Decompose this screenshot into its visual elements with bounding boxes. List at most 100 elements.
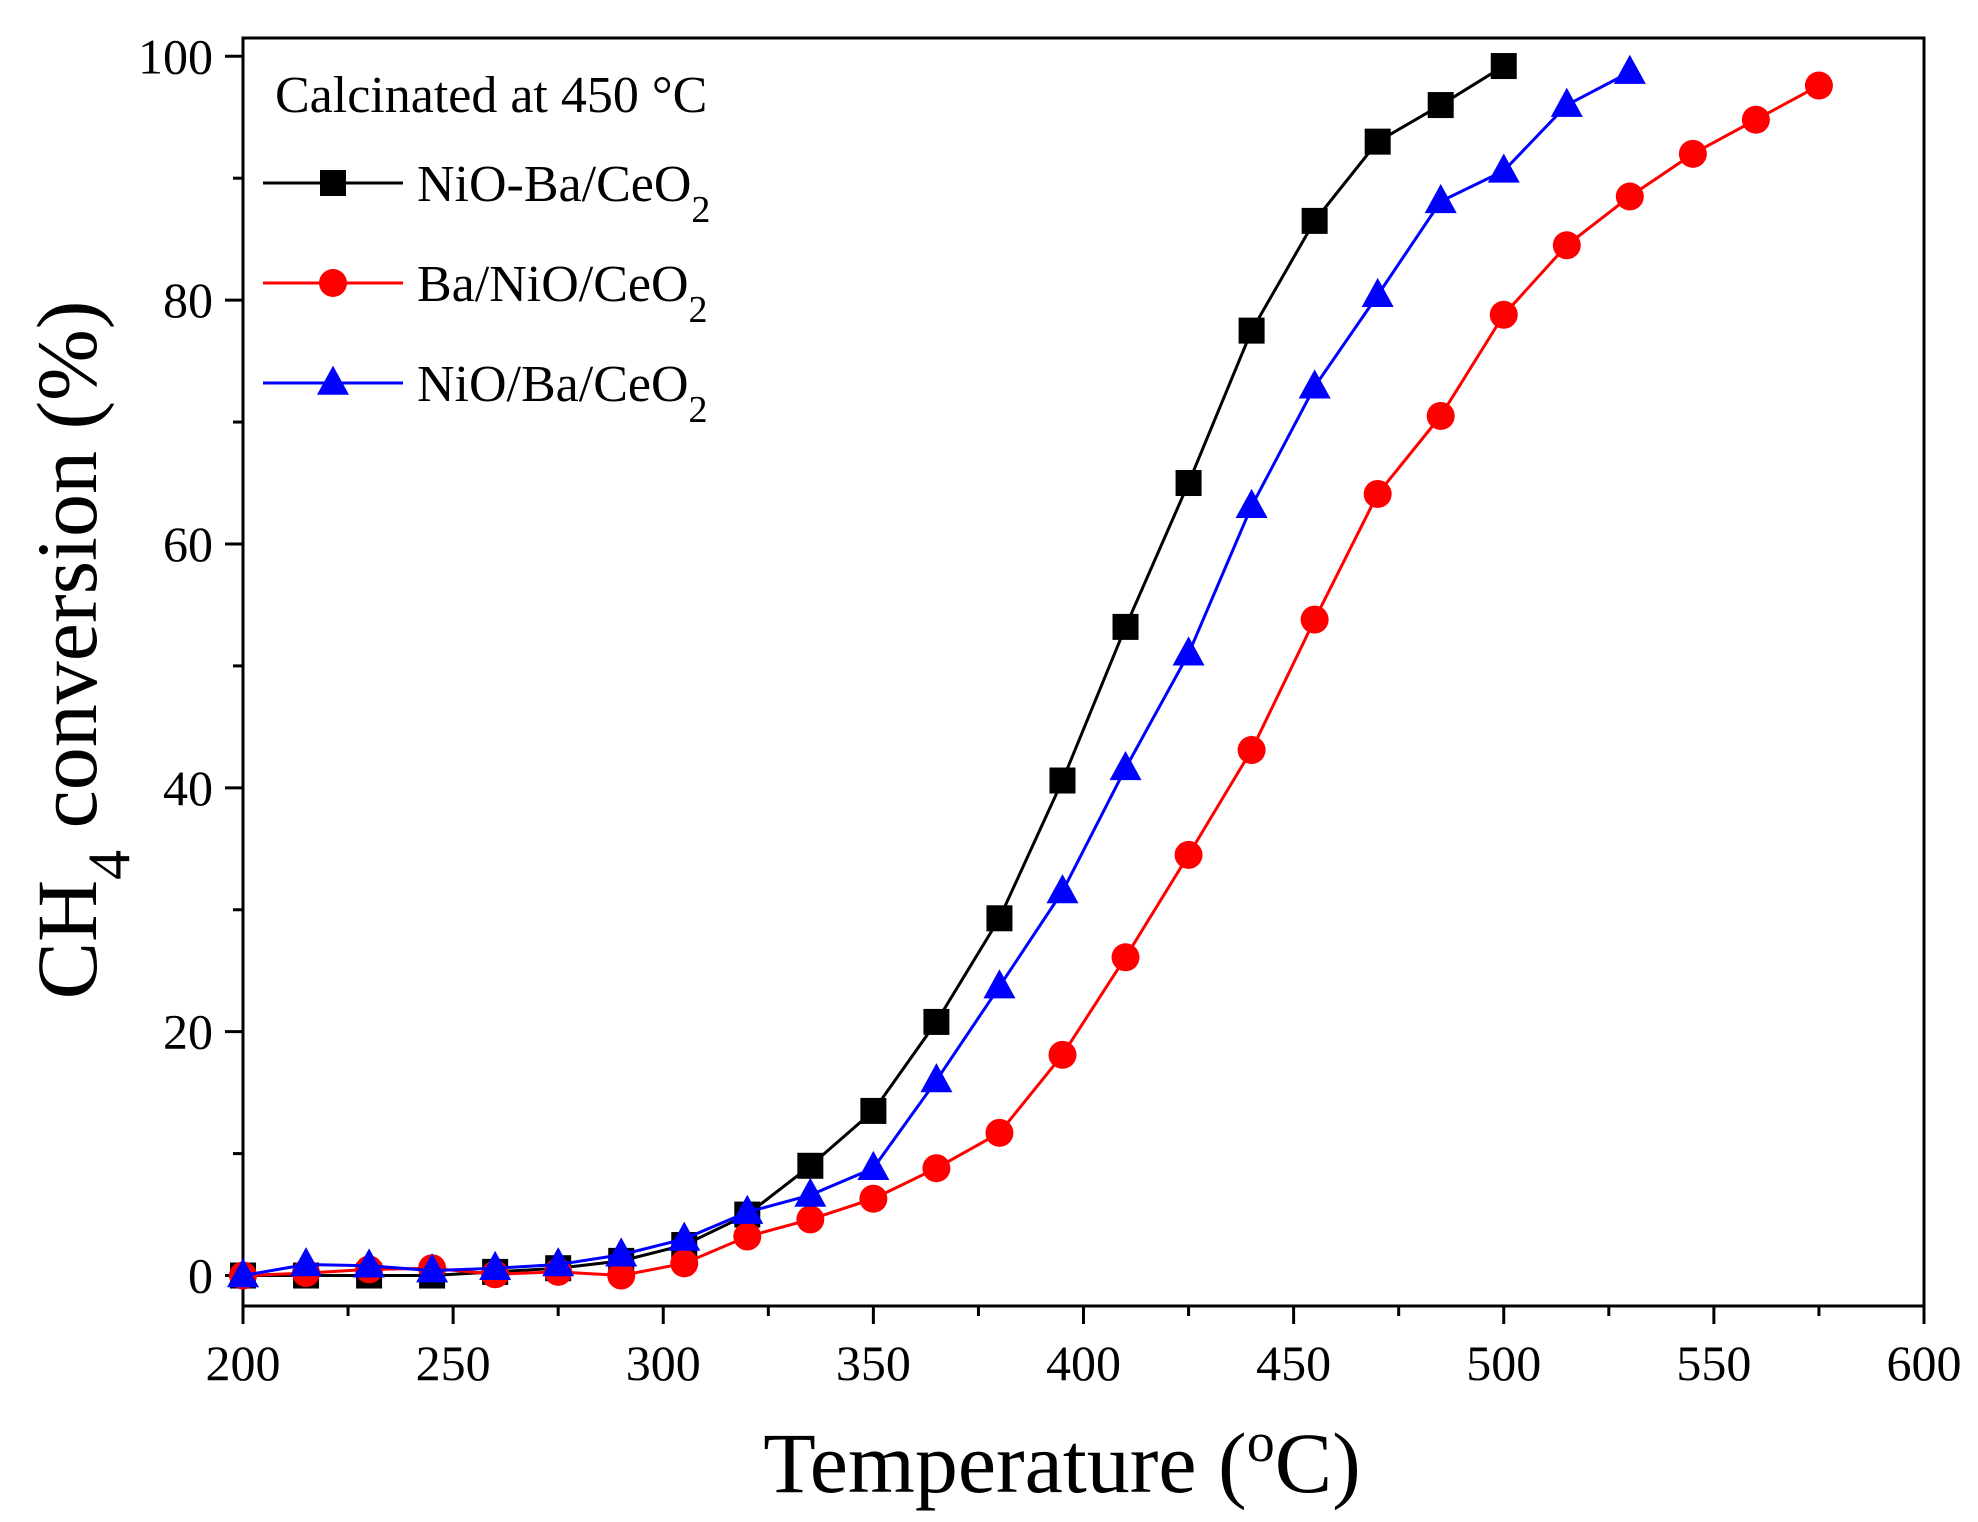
- annotation-text: Calcinated at 450 °C: [275, 67, 707, 124]
- legend-label: NiO/Ba/CeO2: [417, 356, 708, 431]
- plot-frame-group: [241, 36, 1926, 1308]
- legend-label-main: NiO/Ba/CeO: [417, 356, 689, 413]
- data-point: [733, 1222, 762, 1251]
- data-point: [1489, 300, 1518, 329]
- data-point: [1235, 488, 1268, 518]
- data-point: [797, 1152, 824, 1179]
- legend-item-3: NiO/Ba/CeO2: [263, 356, 708, 431]
- data-point: [1112, 613, 1139, 640]
- data-point: [1237, 736, 1266, 765]
- series-2: [229, 71, 1833, 1290]
- data-point: [1678, 139, 1707, 168]
- data-point: [985, 1118, 1014, 1147]
- legend-label-sub: 2: [689, 289, 708, 331]
- data-point: [983, 969, 1016, 999]
- data-point: [1175, 470, 1202, 497]
- x-axis-title-main: Temperature (: [763, 1415, 1246, 1511]
- data-point: [1490, 53, 1517, 80]
- data-point: [923, 1008, 950, 1035]
- data-point: [290, 1247, 323, 1277]
- x-axis-title-sup: o: [1247, 1412, 1275, 1474]
- series-line: [243, 64, 1505, 1278]
- data-point: [1301, 207, 1328, 234]
- data-point: [1426, 401, 1455, 430]
- legend-label-sub: 2: [689, 389, 708, 431]
- legend-marker: [319, 269, 347, 297]
- legend-label-main: Ba/NiO/CeO: [417, 256, 689, 313]
- legend-label-main: NiO-Ba/CeO: [417, 156, 691, 213]
- data-point: [796, 1205, 825, 1234]
- y-tick-label: 40: [163, 760, 213, 816]
- data-point: [1172, 636, 1205, 666]
- axis-group: 200 250 300 350 400 450 500 550 600 0 20 40 60 80 100: [138, 28, 1962, 1391]
- x-tick-label: 600: [1887, 1335, 1962, 1391]
- y-tick-label: 0: [188, 1248, 213, 1304]
- x-tick-label: 200: [206, 1335, 281, 1391]
- data-point: [1427, 92, 1454, 119]
- series-line: [242, 70, 1631, 1277]
- x-tick-label: 350: [836, 1335, 911, 1391]
- data-point: [731, 1194, 764, 1224]
- y-tick-label: 20: [163, 1004, 213, 1060]
- data-point: [227, 1258, 259, 1288]
- series-3: [227, 54, 1646, 1288]
- data-point: [860, 1097, 887, 1124]
- data-point: [353, 1248, 386, 1278]
- data-point: [859, 1184, 888, 1213]
- data-point: [605, 1237, 638, 1267]
- series-group: [227, 53, 1833, 1290]
- data-point: [920, 1063, 953, 1093]
- data-point: [1361, 277, 1394, 308]
- data-point: [1613, 54, 1646, 84]
- data-point: [1238, 317, 1265, 344]
- x-tick-label: 400: [1046, 1335, 1121, 1391]
- data-point: [1487, 153, 1520, 183]
- data-point: [542, 1247, 575, 1277]
- data-point: [1111, 943, 1140, 972]
- data-point: [1552, 231, 1581, 260]
- y-axis-title-post: conversion (%): [19, 301, 115, 850]
- data-point: [670, 1249, 699, 1278]
- y-axis-title-sub: 4: [76, 850, 142, 880]
- series-1: [230, 53, 1517, 1289]
- x-tick-label: 250: [416, 1335, 491, 1391]
- legend-label: Ba/NiO/CeO2: [417, 256, 708, 331]
- data-point: [1364, 128, 1391, 155]
- x-axis-title: Temperature (oC): [763, 1412, 1360, 1511]
- data-point: [1298, 369, 1331, 399]
- legend-item-2: Ba/NiO/CeO2: [263, 256, 708, 331]
- data-point: [857, 1150, 890, 1180]
- data-point: [1300, 605, 1329, 634]
- data-point: [1741, 105, 1770, 134]
- data-point: [479, 1250, 512, 1280]
- x-tick-label: 550: [1676, 1335, 1751, 1391]
- data-point: [1174, 840, 1203, 869]
- legend-label: NiO-Ba/CeO2: [417, 156, 710, 231]
- data-point: [668, 1221, 701, 1251]
- x-tick-label: 300: [626, 1335, 701, 1391]
- data-point: [1109, 750, 1142, 781]
- data-point: [1046, 874, 1079, 904]
- data-point: [1804, 71, 1833, 100]
- x-tick-label: 450: [1256, 1335, 1331, 1391]
- y-axis-title: CH4 conversion (%): [19, 301, 142, 1000]
- data-point: [1363, 479, 1392, 508]
- data-point: [1049, 767, 1076, 794]
- y-tick-label: 80: [163, 272, 213, 328]
- data-point: [986, 905, 1013, 932]
- x-tick-label: 500: [1466, 1335, 1541, 1391]
- data-point: [1615, 182, 1644, 211]
- data-point: [794, 1177, 827, 1207]
- data-point: [1048, 1040, 1077, 1069]
- y-tick-label: 60: [163, 516, 213, 572]
- data-point: [922, 1154, 951, 1183]
- y-tick-label: 100: [138, 28, 213, 84]
- legend-marker: [317, 365, 349, 395]
- data-point: [1424, 184, 1457, 214]
- x-axis-title-end: C): [1275, 1415, 1361, 1511]
- plot-frame: [241, 36, 1926, 1308]
- legend-marker: [320, 170, 346, 196]
- y-axis-title-pre: CH: [19, 880, 115, 999]
